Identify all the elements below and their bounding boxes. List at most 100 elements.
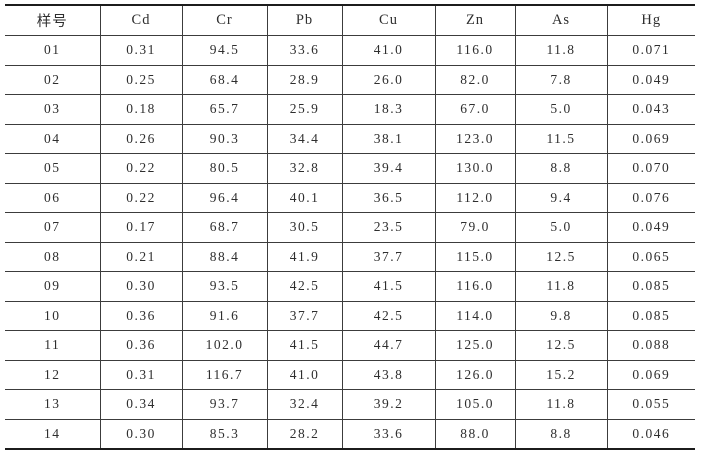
value-cell: 38.1 (341, 123, 436, 154)
column-header-cr: Cr (181, 4, 268, 36)
value-cell: 32.4 (266, 389, 343, 420)
value-cell: 0.25 (99, 64, 183, 95)
value-cell: 0.21 (99, 241, 183, 272)
value-cell: 80.5 (181, 153, 268, 184)
sample-id-cell: 05 (5, 153, 101, 184)
value-cell: 0.046 (606, 418, 695, 450)
value-cell: 96.4 (181, 182, 268, 213)
value-cell: 11.8 (514, 389, 608, 420)
value-cell: 8.8 (514, 418, 608, 450)
value-cell: 68.7 (181, 212, 268, 243)
value-cell: 32.8 (266, 153, 343, 184)
value-cell: 0.18 (99, 94, 183, 125)
sample-id-cell: 13 (5, 389, 101, 420)
value-cell: 88.0 (434, 418, 516, 450)
value-cell: 0.36 (99, 330, 183, 361)
value-cell: 0.30 (99, 418, 183, 450)
sample-id-cell: 02 (5, 64, 101, 95)
value-cell: 126.0 (434, 359, 516, 390)
value-cell: 0.17 (99, 212, 183, 243)
value-cell: 93.7 (181, 389, 268, 420)
value-cell: 0.22 (99, 153, 183, 184)
value-cell: 37.7 (266, 300, 343, 331)
value-cell: 105.0 (434, 389, 516, 420)
value-cell: 102.0 (181, 330, 268, 361)
column-header-cd: Cd (99, 4, 183, 36)
value-cell: 0.36 (99, 300, 183, 331)
value-cell: 123.0 (434, 123, 516, 154)
sample-id-cell: 12 (5, 359, 101, 390)
sample-id-cell: 08 (5, 241, 101, 272)
value-cell: 0.043 (606, 94, 695, 125)
value-cell: 41.5 (341, 271, 436, 302)
value-cell: 88.4 (181, 241, 268, 272)
sample-id-cell: 14 (5, 418, 101, 450)
value-cell: 0.069 (606, 123, 695, 154)
value-cell: 5.0 (514, 212, 608, 243)
value-cell: 8.8 (514, 153, 608, 184)
table-row: 03 0.18 65.7 25.9 18.3 67.0 5.0 0.043 (5, 94, 695, 125)
value-cell: 41.9 (266, 241, 343, 272)
value-cell: 0.31 (99, 359, 183, 390)
value-cell: 0.31 (99, 35, 183, 66)
value-cell: 11.8 (514, 35, 608, 66)
value-cell: 33.6 (266, 35, 343, 66)
table-body: 01 0.31 94.5 33.6 41.0 116.0 11.8 0.071 02 0.25 68… (5, 35, 695, 450)
sample-id-cell: 10 (5, 300, 101, 331)
value-cell: 0.085 (606, 271, 695, 302)
value-cell: 0.070 (606, 153, 695, 184)
value-cell: 112.0 (434, 182, 516, 213)
value-cell: 43.8 (341, 359, 436, 390)
value-cell: 11.8 (514, 271, 608, 302)
sample-id-cell: 09 (5, 271, 101, 302)
table-row: 04 0.26 90.3 34.4 38.1 123.0 11.5 0.069 (5, 123, 695, 154)
table-row: 01 0.31 94.5 33.6 41.0 116.0 11.8 0.071 (5, 35, 695, 66)
value-cell: 0.055 (606, 389, 695, 420)
value-cell: 93.5 (181, 271, 268, 302)
value-cell: 0.22 (99, 182, 183, 213)
value-cell: 116.0 (434, 271, 516, 302)
value-cell: 23.5 (341, 212, 436, 243)
value-cell: 0.088 (606, 330, 695, 361)
value-cell: 68.4 (181, 64, 268, 95)
value-cell: 0.076 (606, 182, 695, 213)
table-row: 08 0.21 88.4 41.9 37.7 115.0 12.5 0.065 (5, 241, 695, 272)
column-header-zn: Zn (434, 4, 516, 36)
value-cell: 116.7 (181, 359, 268, 390)
sample-id-cell: 11 (5, 330, 101, 361)
column-header-hg: Hg (606, 4, 695, 36)
value-cell: 9.4 (514, 182, 608, 213)
value-cell: 79.0 (434, 212, 516, 243)
value-cell: 41.0 (266, 359, 343, 390)
value-cell: 125.0 (434, 330, 516, 361)
column-header-sample-id: 样号 (5, 4, 101, 36)
value-cell: 94.5 (181, 35, 268, 66)
sample-id-cell: 06 (5, 182, 101, 213)
value-cell: 130.0 (434, 153, 516, 184)
sample-id-cell: 07 (5, 212, 101, 243)
value-cell: 115.0 (434, 241, 516, 272)
value-cell: 0.049 (606, 64, 695, 95)
value-cell: 67.0 (434, 94, 516, 125)
table-row: 02 0.25 68.4 28.9 26.0 82.0 7.8 0.049 (5, 64, 695, 95)
column-header-as: As (514, 4, 608, 36)
value-cell: 0.069 (606, 359, 695, 390)
table-row: 12 0.31 116.7 41.0 43.8 126.0 15.2 0.069 (5, 359, 695, 390)
value-cell: 25.9 (266, 94, 343, 125)
value-cell: 28.9 (266, 64, 343, 95)
value-cell: 9.8 (514, 300, 608, 331)
value-cell: 114.0 (434, 300, 516, 331)
value-cell: 36.5 (341, 182, 436, 213)
value-cell: 30.5 (266, 212, 343, 243)
value-cell: 0.049 (606, 212, 695, 243)
value-cell: 12.5 (514, 330, 608, 361)
value-cell: 11.5 (514, 123, 608, 154)
value-cell: 44.7 (341, 330, 436, 361)
value-cell: 0.065 (606, 241, 695, 272)
value-cell: 12.5 (514, 241, 608, 272)
value-cell: 41.5 (266, 330, 343, 361)
value-cell: 39.2 (341, 389, 436, 420)
value-cell: 42.5 (266, 271, 343, 302)
value-cell: 91.6 (181, 300, 268, 331)
value-cell: 5.0 (514, 94, 608, 125)
